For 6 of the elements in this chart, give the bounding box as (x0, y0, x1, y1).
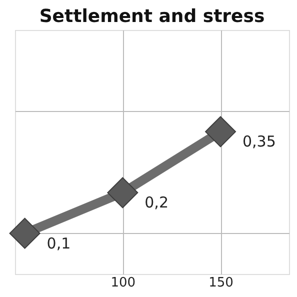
data-label: 0,2 (144, 194, 168, 212)
data-label: 0,35 (242, 132, 276, 151)
data-label: 0,1 (46, 234, 71, 252)
x-tick-label: 100 (110, 276, 136, 290)
x-tick-label: 150 (208, 276, 234, 290)
chart-title: Settlement and stress (39, 6, 265, 27)
